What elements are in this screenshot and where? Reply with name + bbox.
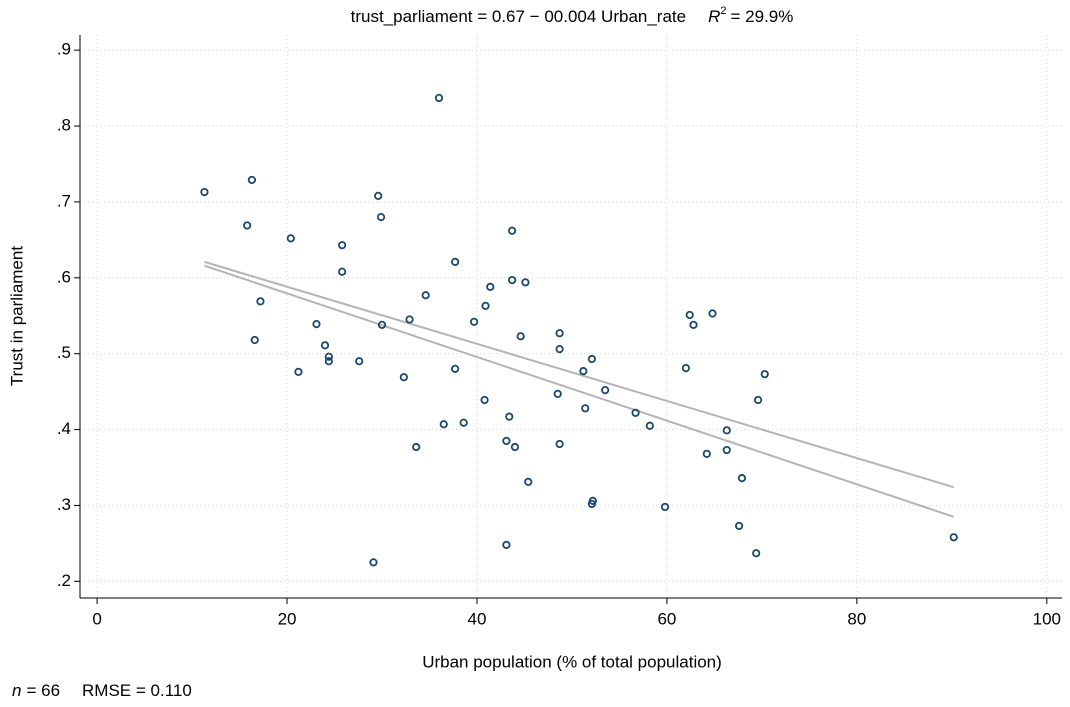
title-equation: trust_parliament = 0.67 − 00.004 Urban_r… [351,7,687,26]
point [555,329,564,338]
x-tick-label: 100 [1033,609,1061,628]
fit-line [204,260,955,489]
point [434,93,444,103]
point [243,221,252,230]
point [459,418,468,427]
note-rmse: RMSE = 0.110 [82,681,192,700]
point [256,297,265,306]
point [722,426,731,435]
note-n: n [12,681,21,700]
point [737,474,747,483]
point [555,439,564,449]
point [601,385,610,395]
point [660,502,670,512]
point [949,533,958,542]
point [681,363,691,373]
point [587,354,596,364]
point [689,320,698,329]
point [247,175,256,185]
point [324,357,333,366]
y-tick-label: .4 [57,419,71,438]
point [508,275,517,285]
fit-line [204,264,955,518]
point [481,301,490,310]
point [760,370,769,379]
point [555,345,564,354]
point [524,477,533,487]
point [502,436,511,446]
point [685,310,694,320]
point [405,315,414,324]
point [250,335,259,345]
point [470,317,479,326]
point [505,412,514,421]
title-r-value: = 29.9% [731,7,794,26]
chart-title: trust_parliament = 0.67 − 00.004 Urban_r… [351,5,794,27]
point [722,445,731,455]
point [451,257,460,266]
point [377,320,387,329]
y-tick-label: .7 [57,191,71,210]
point [702,449,711,458]
point [338,267,347,276]
point [553,389,562,398]
y-tick-label: .5 [57,343,71,362]
point [752,549,761,558]
point [581,404,590,413]
point [587,499,596,509]
point [734,521,744,531]
x-tick-label: 20 [278,609,297,628]
point [312,319,321,329]
point [369,558,378,567]
x-axis-title: Urban population (% of total population) [422,652,722,671]
point [399,373,408,382]
point [579,367,588,376]
y-tick-label: .3 [57,495,71,514]
point [708,309,717,318]
point [324,352,333,361]
point [451,364,460,373]
point [510,442,520,452]
point [486,282,495,292]
point [508,226,517,235]
y-tick-label: .9 [57,40,71,59]
x-tick-label: 80 [847,609,866,628]
point [439,420,448,429]
x-tick-label: 0 [92,609,101,628]
point [412,442,421,452]
title-r-sup: 2 [720,5,726,17]
note-n-value: = 66 [26,681,60,700]
y-tick-label: .2 [57,571,71,590]
point [286,234,295,243]
point [338,241,347,250]
point [516,332,525,341]
point [200,187,209,197]
x-tick-label: 60 [657,609,676,628]
point [480,395,489,405]
x-tick-label: 40 [468,609,487,628]
point [294,367,303,376]
point [502,540,511,549]
point [320,341,330,350]
point [376,213,386,222]
y-axis-title: Trust in parliament [7,246,26,386]
point [374,191,383,200]
point [645,421,654,430]
title-r: R [708,7,720,26]
y-tick-label: .8 [57,116,71,135]
point [355,357,364,366]
y-tick-label: .6 [57,267,71,286]
point [421,291,430,300]
point [521,278,530,287]
note: n = 66 RMSE = 0.110 [12,681,192,700]
point [753,395,763,405]
point [631,408,640,417]
